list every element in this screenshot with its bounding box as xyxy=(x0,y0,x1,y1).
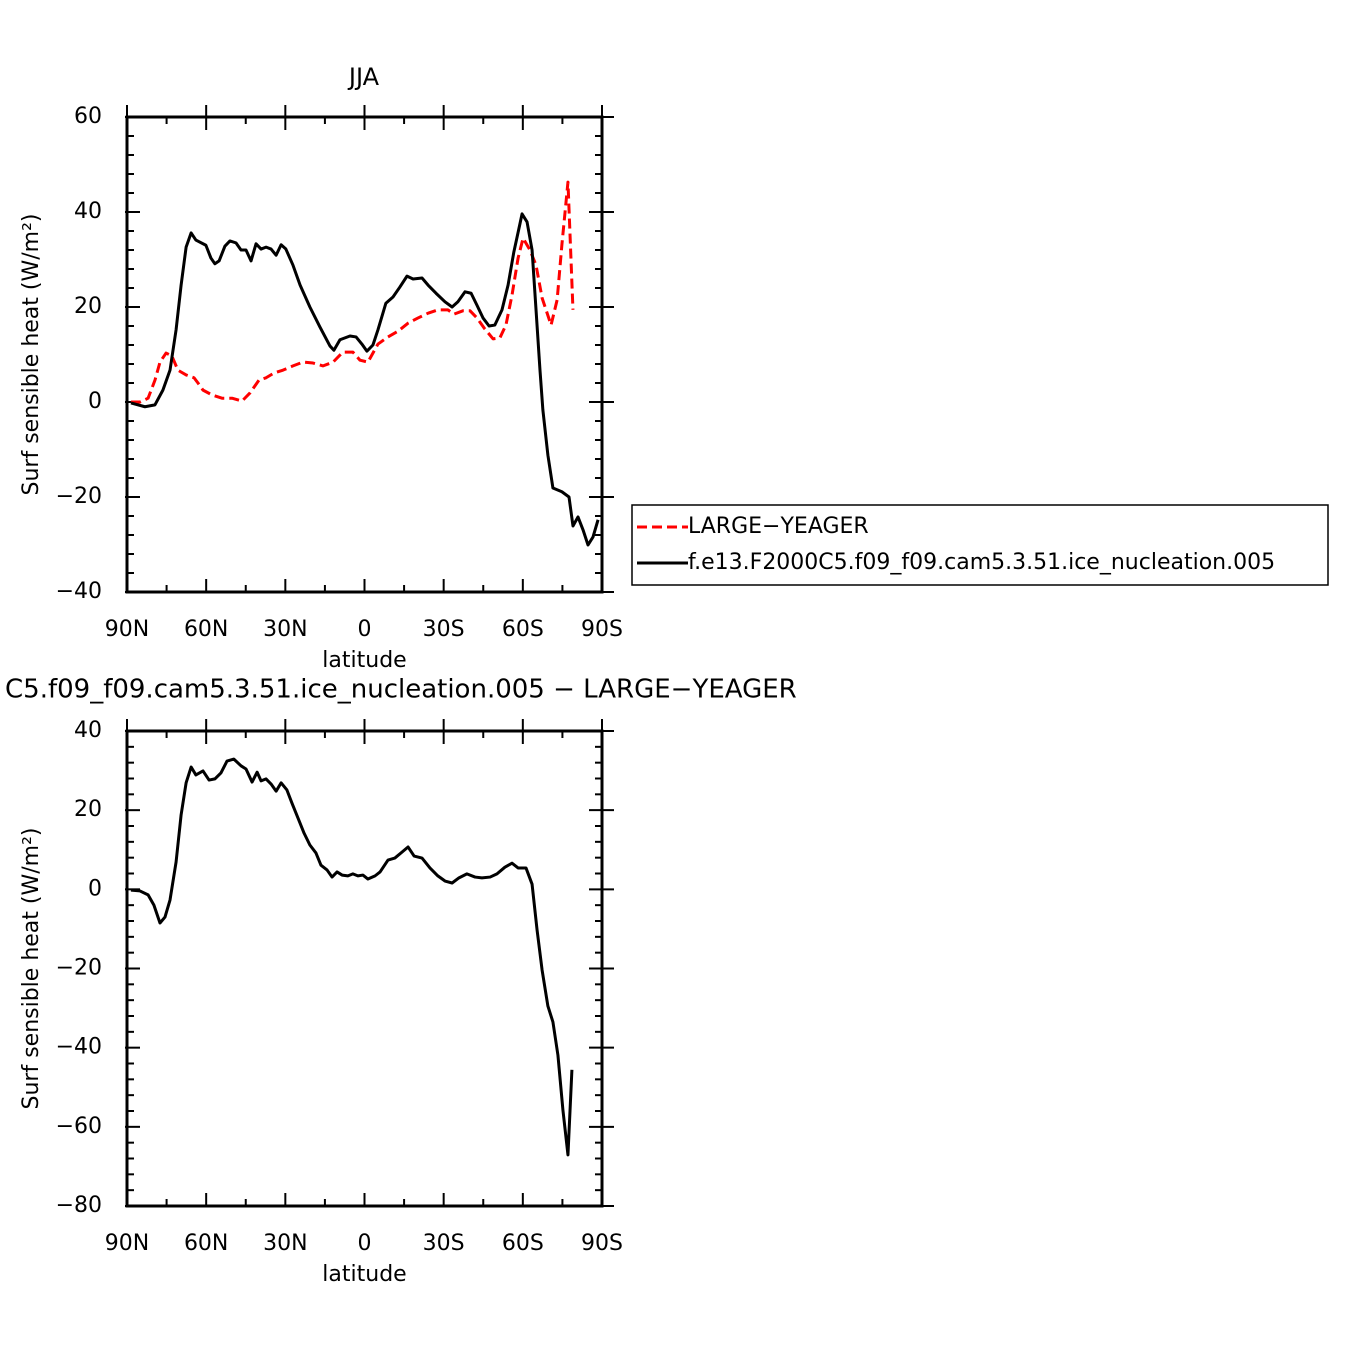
x-tick-label: 60N xyxy=(184,617,228,642)
y-tick-label: −60 xyxy=(56,1114,102,1139)
y-tick-label: 0 xyxy=(88,389,102,414)
x-axis-label: latitude xyxy=(322,648,406,673)
legend-label: f.e13.F2000C5.f09_f09.cam5.3.51.ice_nucl… xyxy=(688,550,1275,575)
x-tick-label: 30S xyxy=(423,617,465,642)
x-tick-label: 30N xyxy=(263,617,307,642)
x-tick-label: 90S xyxy=(581,1231,623,1256)
y-tick-label: 20 xyxy=(74,294,102,319)
chart-title: JJA xyxy=(347,63,380,91)
x-axis-label: latitude xyxy=(322,1262,406,1287)
x-tick-label: 0 xyxy=(358,617,372,642)
chart-title: C5.f09_f09.cam5.3.51.ice_nucleation.005 … xyxy=(5,675,797,705)
legend-box xyxy=(631,504,1329,586)
x-tick-label: 30S xyxy=(423,1231,465,1256)
y-tick-label: −40 xyxy=(56,1035,102,1060)
y-tick-label: 60 xyxy=(74,104,102,129)
legend-label: LARGE−YEAGER xyxy=(688,514,869,539)
y-tick-label: 40 xyxy=(74,199,102,224)
y-axis-label: Surf sensible heat (W/m²) xyxy=(19,828,44,1110)
series-line xyxy=(130,180,575,404)
x-tick-label: 60S xyxy=(502,617,544,642)
x-tick-label: 60N xyxy=(184,1231,228,1256)
y-tick-label: −80 xyxy=(56,1193,102,1218)
x-tick-label: 30N xyxy=(263,1231,307,1256)
plot-frame xyxy=(125,729,604,1208)
y-tick-label: 0 xyxy=(88,876,102,901)
x-tick-label: 90N xyxy=(105,617,149,642)
y-tick-label: −20 xyxy=(56,484,102,509)
plot-frame xyxy=(125,115,604,594)
y-tick-label: 40 xyxy=(74,718,102,743)
y-tick-label: −20 xyxy=(56,956,102,981)
x-tick-label: 90S xyxy=(581,617,623,642)
x-tick-label: 90N xyxy=(105,1231,149,1256)
y-tick-label: 20 xyxy=(74,797,102,822)
y-tick-label: −40 xyxy=(56,579,102,604)
x-tick-label: 60S xyxy=(502,1231,544,1256)
series-line xyxy=(130,212,600,547)
x-tick-label: 0 xyxy=(358,1231,372,1256)
series-line xyxy=(130,757,574,1157)
y-axis-label: Surf sensible heat (W/m²) xyxy=(19,214,44,496)
